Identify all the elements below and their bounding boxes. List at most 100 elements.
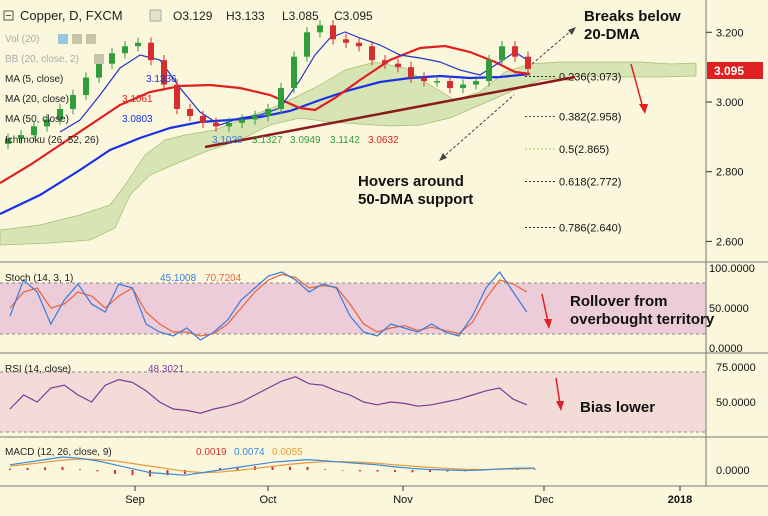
macd-tick-label: 0.0000 — [716, 465, 750, 477]
ma5-value: 3.1336 — [146, 74, 177, 85]
macd-line — [9, 456, 536, 476]
collapse-icon[interactable] — [3, 10, 14, 21]
indicator-legend: Vol (20) BB (20, close, 2) MA (5, close)… — [5, 34, 399, 458]
close-icon[interactable] — [86, 34, 96, 44]
stoch-tick-label: 100.0000 — [709, 263, 755, 275]
ma5-label: MA (5, close) — [5, 74, 63, 85]
hovers-text-2: 50-DMA support — [358, 191, 473, 208]
candle-body — [109, 53, 115, 64]
stoch-label: Stoch (14, 3, 1) — [5, 273, 73, 284]
ohlc-open: O3.129 — [173, 9, 213, 23]
fib-level-label: 0.618(2.772) — [559, 176, 621, 188]
price-tick-label: 2.600 — [716, 236, 744, 248]
fib-level-label: 0.236(3.073) — [559, 72, 621, 84]
candle-body — [18, 135, 24, 139]
candle-body — [161, 60, 167, 85]
x-tick-label: Sep — [125, 494, 145, 506]
x-tick-label: 2018 — [668, 494, 692, 506]
ichimoku-value-3: 3.0949 — [290, 135, 321, 146]
ma50-line — [0, 72, 531, 215]
visibility-icon[interactable] — [58, 34, 68, 44]
hovers-text-1: Hovers around — [358, 173, 464, 190]
rsi-tick-label: 50.0000 — [716, 397, 756, 409]
candle-body — [473, 81, 479, 85]
rollover-text-1: Rollover from — [570, 293, 668, 310]
candle-body — [395, 63, 401, 68]
candle-body — [265, 108, 271, 116]
ma5-line — [59, 31, 531, 133]
bearish-arrow-stoch — [541, 293, 549, 323]
ichimoku-cloud — [0, 61, 697, 246]
symbol-title: Copper, D, FXCM — [20, 8, 123, 23]
candle-body — [382, 60, 388, 64]
candle-body — [239, 119, 245, 123]
price-tick-label: 2.800 — [716, 167, 744, 179]
candle-body — [44, 119, 50, 127]
fib-level-label: 0.382(2.958) — [559, 112, 621, 124]
ichimoku-label: Ichimoku (26, 52, 26) — [5, 135, 99, 146]
candle-body — [5, 138, 11, 144]
down-arrow-icon — [639, 104, 648, 114]
candle-body — [83, 77, 89, 96]
fib-level-label: 0.786(2.640) — [559, 222, 621, 234]
ichimoku-value-2: 3.1327 — [252, 135, 283, 146]
stoch-d-value: 70.7204 — [205, 273, 242, 284]
candle-body — [135, 42, 141, 47]
ohlc-low: L3.085 — [282, 9, 319, 23]
candle-body — [252, 115, 258, 120]
ma50-value: 3.0803 — [122, 114, 153, 125]
ma20-label: MA (20, close) — [5, 94, 69, 105]
candle-body — [499, 46, 505, 61]
candle-body — [187, 108, 193, 116]
macd-signal-line — [9, 458, 536, 474]
rsi-label: RSI (14, close) — [5, 364, 71, 375]
ma20-value: 3.1061 — [122, 94, 153, 105]
candle-body — [317, 25, 323, 33]
candle-body — [486, 60, 492, 82]
rsi-value: 48.3021 — [148, 364, 185, 375]
breaks-below-text-1: Breaks below — [584, 8, 681, 25]
bearish-arrow-main — [630, 63, 644, 109]
candle-body — [434, 81, 440, 83]
rsi-zone — [0, 372, 706, 432]
dashed-pointer-arrow — [441, 94, 515, 159]
ma20-line — [0, 44, 531, 184]
header: Copper, D, FXCM O3.129 H3.133 L3.085 C3.… — [3, 8, 373, 23]
candle-body — [226, 122, 232, 127]
candle-body — [304, 32, 310, 57]
dashed-pointer-arrow — [531, 29, 573, 65]
settings-icon[interactable] — [72, 34, 82, 44]
price-tick-label: 3.200 — [716, 27, 744, 39]
candle-body — [330, 25, 336, 40]
bb-label: BB (20, close, 2) — [5, 54, 79, 65]
rollover-text-2: overbought territory — [570, 311, 715, 328]
arrow-head-icon — [568, 27, 576, 35]
vol-label: Vol (20) — [5, 34, 39, 45]
candle-body — [31, 126, 37, 136]
macd-value: 0.0074 — [234, 447, 265, 458]
x-tick-label: Dec — [534, 494, 554, 506]
annotations: Breaks below 20-DMA Hovers around 50-DMA… — [358, 8, 715, 416]
candle-body — [343, 39, 349, 43]
ichimoku-value-4: 3.1142 — [330, 135, 360, 146]
support-trendline — [204, 75, 576, 149]
settings-icon[interactable] — [149, 9, 162, 22]
price-tick-label: 3.000 — [716, 97, 744, 109]
stoch-k-line — [9, 271, 528, 341]
ohlc-high: H3.133 — [226, 9, 265, 23]
down-arrow-icon — [544, 319, 552, 329]
ichimoku-value-1: 3.1028 — [212, 135, 243, 146]
candle-body — [57, 108, 63, 120]
candle-body — [408, 67, 414, 78]
ohlc-close: C3.095 — [334, 9, 373, 23]
ichimoku-value-5: 3.0632 — [368, 135, 399, 146]
candle-body — [356, 42, 362, 47]
stoch-tick-label: 50.0000 — [709, 303, 749, 315]
stoch-tick-label: 0.0000 — [709, 343, 743, 355]
rsi-line — [9, 376, 528, 414]
candle-body — [291, 56, 297, 89]
settings-icon[interactable] — [94, 54, 104, 64]
candle-body — [512, 46, 518, 57]
